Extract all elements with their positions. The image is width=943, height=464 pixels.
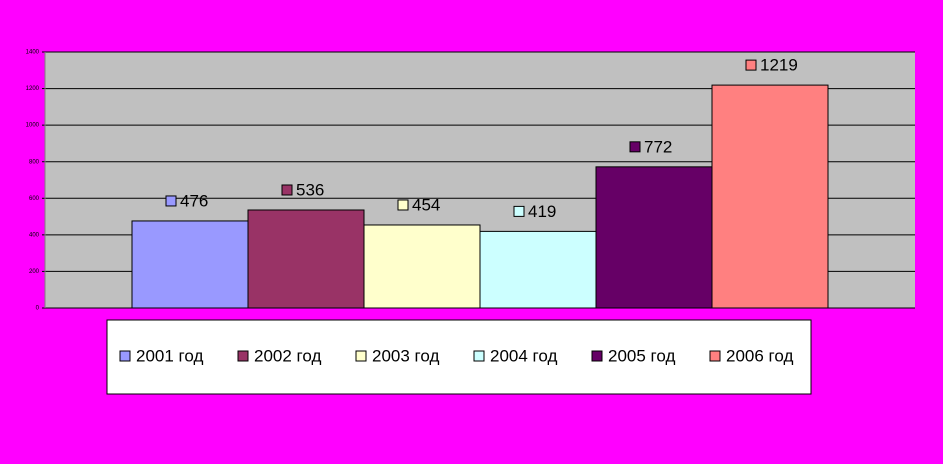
bar (479, 230, 597, 309)
bar (131, 220, 249, 309)
data-label: 772 (644, 137, 672, 156)
label-key (513, 205, 525, 217)
legend-key (355, 350, 367, 362)
legend-label: 2006 год (726, 346, 793, 365)
y-tick-label: 1000 (26, 123, 40, 129)
legend-key (591, 350, 603, 362)
y-tick-label: 800 (29, 159, 40, 165)
legend-label: 2004 год (490, 346, 557, 365)
data-label: 419 (528, 202, 556, 221)
legend-key (119, 350, 131, 362)
legend-label: 2002 год (254, 346, 321, 365)
legend-label: 2005 год (608, 346, 675, 365)
data-label: 476 (180, 191, 208, 210)
label-key (281, 184, 293, 196)
bar (595, 166, 713, 309)
label-key (397, 199, 409, 211)
data-label: 454 (412, 195, 440, 214)
legend-key (237, 350, 249, 362)
label-key (629, 141, 641, 153)
y-tick-label: 400 (29, 232, 40, 238)
y-tick-label: 1400 (26, 50, 40, 56)
data-label: 536 (296, 180, 324, 199)
legend-label: 2001 год (136, 346, 203, 365)
bar (363, 224, 481, 309)
legend-key (709, 350, 721, 362)
label-key (745, 59, 757, 71)
y-tick-label: 0 (36, 306, 40, 312)
legend-key (473, 350, 485, 362)
y-tick-label: 1200 (26, 86, 40, 92)
y-tick-label: 200 (29, 269, 40, 275)
bar (711, 84, 829, 309)
data-label: 1219 (760, 56, 798, 75)
legend (106, 319, 812, 395)
bar (247, 209, 365, 309)
legend-label: 2003 год (372, 346, 439, 365)
label-key (165, 195, 177, 207)
y-tick-label: 600 (29, 196, 40, 202)
